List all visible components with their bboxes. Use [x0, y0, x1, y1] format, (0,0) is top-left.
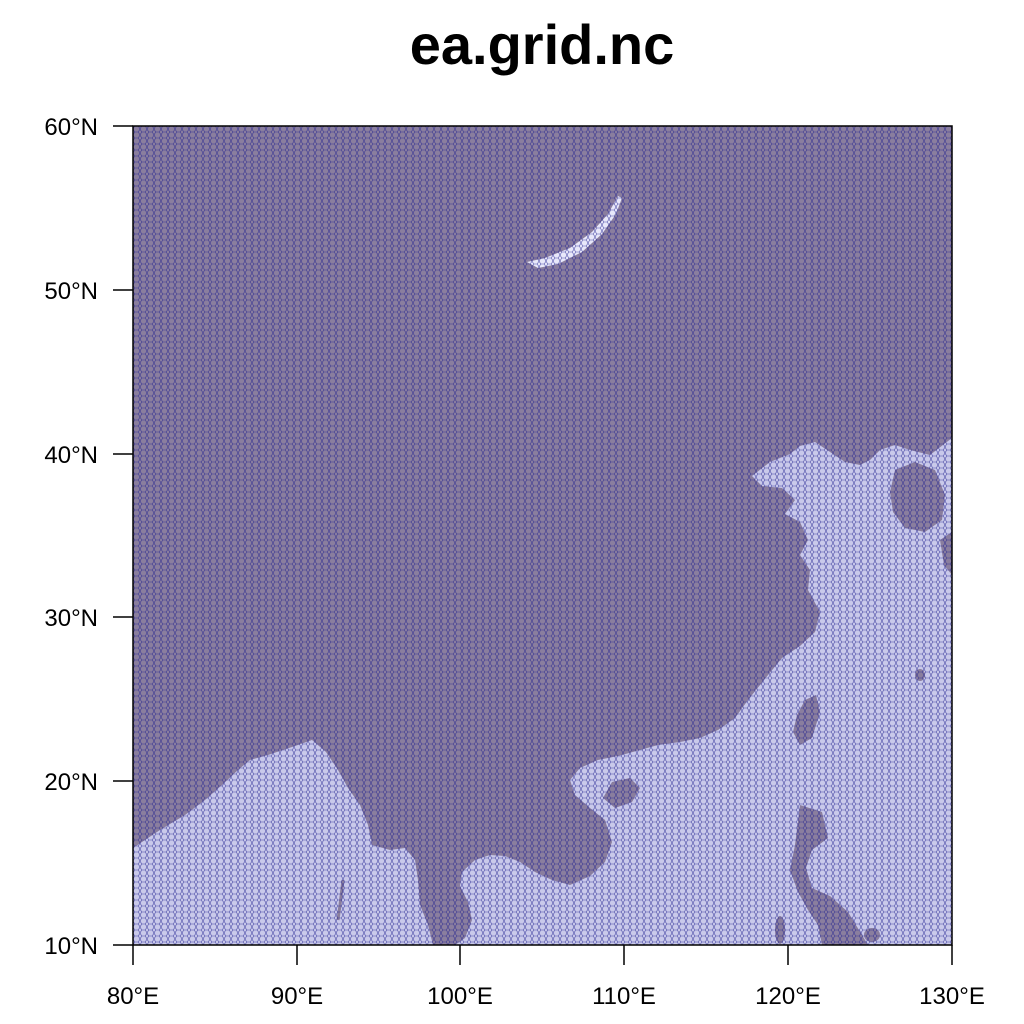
plot-frame	[132, 125, 953, 946]
x-tick-label: 100°E	[427, 983, 493, 1010]
y-tick-label: 30°N	[44, 605, 98, 632]
y-tick-label: 60°N	[44, 114, 98, 141]
x-tick-label: 130°E	[919, 983, 985, 1010]
x-axis: 80°E 90°E 100°E 110°E 120°E 130°E	[107, 945, 985, 1010]
x-tick-label: 80°E	[107, 983, 159, 1010]
y-axis: 60°N 50°N 40°N 30°N 20°N 10°N	[44, 114, 133, 960]
map-area	[133, 126, 952, 945]
y-tick-label: 10°N	[44, 933, 98, 960]
x-tick-label: 120°E	[755, 983, 821, 1010]
y-tick-label: 40°N	[44, 442, 98, 469]
x-tick-label: 110°E	[592, 983, 656, 1010]
y-tick-label: 20°N	[44, 769, 98, 796]
figure-title: ea.grid.nc	[409, 13, 675, 76]
y-tick-label: 50°N	[44, 278, 98, 305]
x-tick-label: 90°E	[271, 983, 323, 1010]
hex-mesh-overlay	[133, 126, 952, 945]
